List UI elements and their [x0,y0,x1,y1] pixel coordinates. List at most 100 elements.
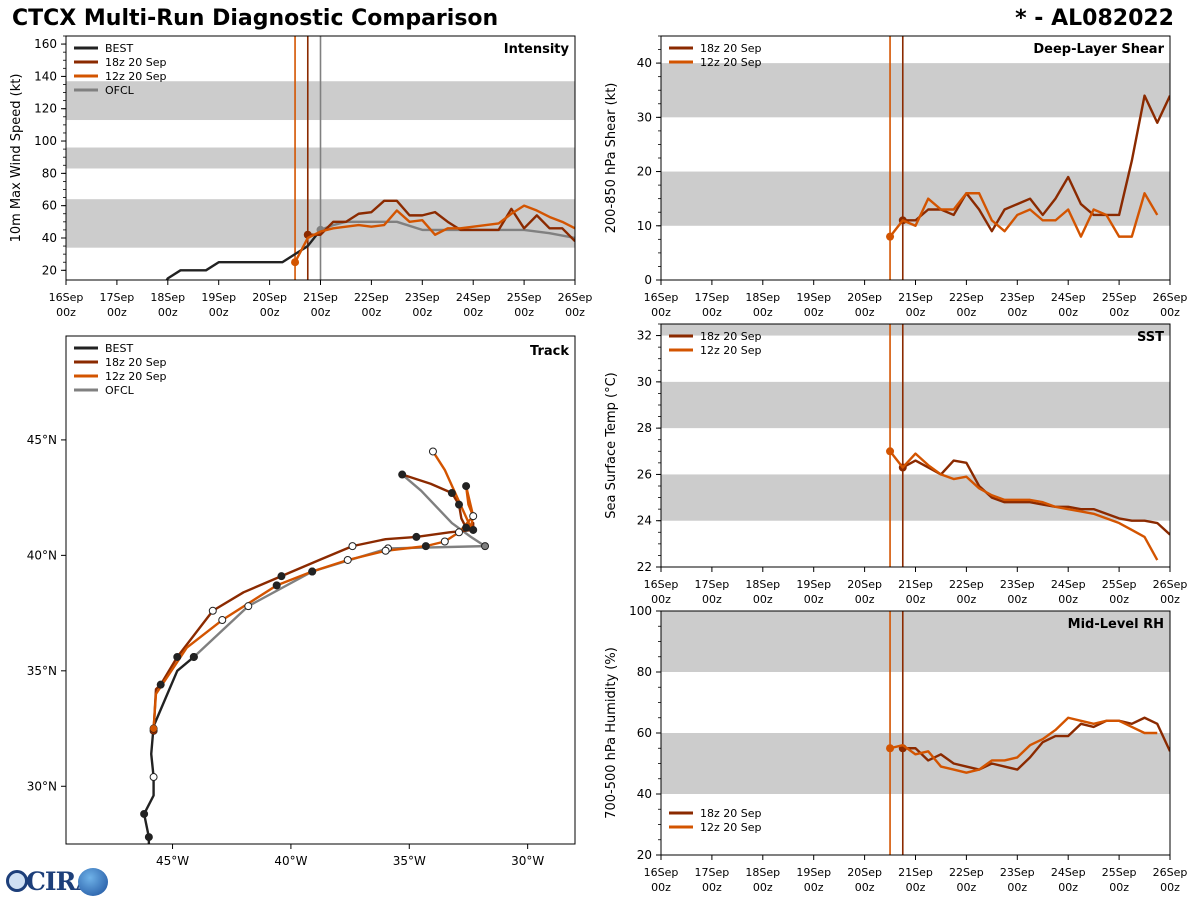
series-line-run18 [902,459,1170,536]
legend-label-best: BEST [105,342,133,355]
x-tick-label: 17Sep [695,866,730,879]
x-tick-sublabel: 00z [1109,306,1129,319]
y-tick-label: 40 [42,231,57,245]
y-axis-label: 700-500 hPa Humidity (%) [604,647,619,819]
legend-label-run18: 18z 20 Sep [105,56,167,69]
legend-label-run18: 18z 20 Sep [700,42,762,55]
x-tick-sublabel: 00z [906,593,926,606]
panel-title: SST [1137,330,1164,345]
x-tick-sublabel: 00z [1160,593,1180,606]
track-point-best [149,773,158,782]
x-tick-sublabel: 00z [1160,306,1180,319]
shaded-band [661,63,1170,118]
track-line-run18 [152,473,475,731]
y-tick-label: 35°N [27,664,57,678]
track-line-run12 [152,450,475,729]
legend-label-run12: 12z 20 Sep [700,56,762,69]
x-tick-label: 23Sep [1000,866,1035,879]
x-tick-sublabel: 00z [1058,306,1078,319]
track-line-best [142,656,195,844]
x-tick-label: 18Sep [150,291,185,304]
track-point-run12 [440,537,449,546]
y-tick-label: 140 [34,69,57,83]
track-point-run18 [469,525,478,534]
x-tick-label: 21Sep [303,291,338,304]
track-point-run18 [454,500,463,509]
x-tick-sublabel: 00z [906,881,926,894]
y-tick-label: 40°N [27,548,57,562]
panel-title: Track [530,344,569,359]
x-tick-sublabel: 00z [957,306,977,319]
y-tick-label: 30 [637,375,652,389]
series-line-run18 [902,94,1170,233]
x-tick-sublabel: 00z [107,306,127,319]
x-tick-sublabel: 00z [56,306,76,319]
track-point-ofcl [244,602,253,611]
x-tick-sublabel: 00z [565,306,585,319]
x-tick-label: 25Sep [1102,866,1137,879]
storm-id: * - AL082022 [1015,6,1174,31]
track-line-ofcl [193,473,487,658]
init-point-run12 [291,258,300,267]
x-tick-label: 18Sep [745,291,780,304]
x-tick-sublabel: 00z [702,881,722,894]
x-tick-sublabel: 00z [702,306,722,319]
y-tick-label: 100 [629,604,652,618]
series-line-best [165,229,322,280]
x-tick-sublabel: 00z [514,306,534,319]
y-tick-label: 32 [637,329,652,343]
x-tick-label: 30°W [511,854,544,868]
legend-label-run12: 12z 20 Sep [105,370,167,383]
track-point-run12 [343,555,352,564]
y-tick-label: 30 [637,110,652,124]
x-tick-sublabel: 00z [362,306,382,319]
globe-icon [6,870,28,892]
series-line-run12 [889,716,1158,774]
x-tick-sublabel: 00z [753,306,773,319]
y-axis-label: 10m Max Wind Speed (kt) [9,74,24,243]
track-point-best [140,809,149,818]
x-tick-sublabel: 00z [855,881,875,894]
init-point-run12 [886,232,895,241]
track-point-run12 [272,581,281,590]
legend-label-run12: 12z 20 Sep [700,821,762,834]
x-tick-label: 17Sep [695,291,730,304]
legend-label-run12: 12z 20 Sep [700,344,762,357]
plot-frame [660,323,1171,568]
track-point-run12 [218,616,227,625]
x-tick-sublabel: 00z [1007,881,1027,894]
legend-label-best: BEST [105,42,133,55]
init-point-run12 [886,744,895,753]
track-point-run12 [421,542,430,551]
x-tick-sublabel: 00z [1058,881,1078,894]
x-tick-label: 23Sep [405,291,440,304]
cira-logo: CIRA [4,866,108,898]
shaded-band [661,611,1170,672]
y-tick-label: 24 [637,514,652,528]
x-tick-label: 19Sep [796,866,831,879]
x-tick-sublabel: 00z [1109,593,1129,606]
x-tick-label: 21Sep [898,866,933,879]
track-point-run18 [462,523,471,532]
shaded-band [661,381,1170,429]
x-tick-sublabel: 00z [1058,593,1078,606]
x-tick-label: 19Sep [201,291,236,304]
y-axis-label: Sea Surface Temp (°C) [604,372,619,519]
x-tick-sublabel: 00z [651,593,671,606]
x-tick-sublabel: 00z [311,306,331,319]
series-line-run18 [307,199,575,243]
y-tick-label: 80 [42,166,57,180]
y-tick-label: 40 [637,787,652,801]
x-tick-sublabel: 00z [753,593,773,606]
x-tick-label: 26Sep [1153,578,1188,591]
x-tick-label: 24Sep [1051,578,1086,591]
x-tick-label: 25Sep [507,291,542,304]
track-point-run12 [381,546,390,555]
track-point-run12 [308,567,317,576]
y-tick-label: 80 [637,665,652,679]
x-tick-label: 45°W [156,854,189,868]
track-point-run12 [428,447,437,456]
x-tick-label: 18Sep [745,866,780,879]
y-tick-label: 28 [637,421,652,435]
